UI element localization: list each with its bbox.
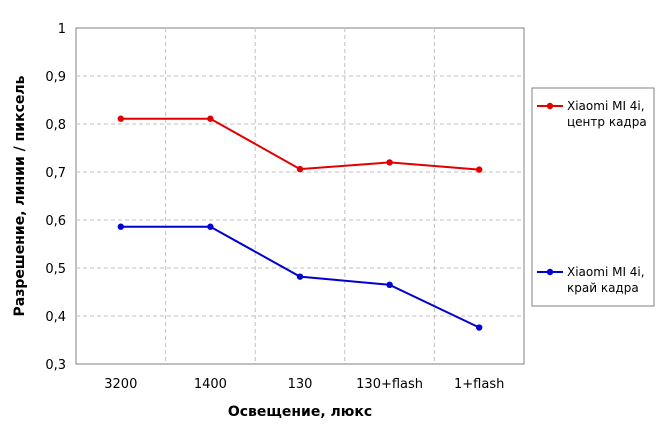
data-point [296, 165, 304, 173]
data-point [207, 223, 214, 230]
legend-label: центр кадра [567, 115, 647, 129]
legend-label: край кадра [567, 281, 639, 295]
y-tick-label: 1 [58, 22, 66, 37]
legend-label: Xiaomi MI 4i, [567, 99, 645, 113]
x-axis-title: Освещение, люкс [228, 404, 372, 420]
legend-marker [546, 102, 554, 110]
data-point [117, 115, 125, 122]
x-tick-label: 130 [288, 377, 313, 392]
data-point [117, 223, 125, 230]
y-axis-title: Разрешение, линии / пиксель [12, 75, 28, 316]
x-tick-labels: 3200 1400 130 130+flash 1+flash [104, 377, 504, 392]
plot-area [75, 27, 525, 365]
y-tick-label: 0,8 [45, 118, 66, 133]
x-tick-label: 130+flash [356, 377, 423, 392]
y-tick-label: 0,4 [45, 310, 66, 325]
x-tick-label: 1+flash [454, 377, 504, 392]
legend-box [531, 87, 655, 307]
series-group [117, 115, 483, 331]
x-tick-label: 1400 [194, 377, 227, 392]
y-tick-label: 0,5 [45, 262, 66, 277]
x-tick-label: 3200 [104, 377, 137, 392]
data-point [476, 166, 483, 173]
y-tick-label: 0,9 [45, 70, 66, 85]
data-point [476, 324, 483, 331]
y-tick-label: 0,6 [45, 214, 66, 229]
y-tick-labels: 0,3 0,4 0,5 0,6 0,7 0,8 0,9 1 [45, 22, 66, 373]
legend-marker [546, 268, 554, 276]
y-tick-label: 0,7 [45, 166, 66, 181]
data-point [386, 159, 393, 166]
y-tick-label: 0,3 [45, 358, 66, 373]
data-point [386, 281, 393, 288]
data-point [207, 115, 214, 122]
data-point [296, 273, 304, 280]
legend: Xiaomi MI 4i, центр кадра Xiaomi MI 4i, кра… [537, 99, 647, 295]
legend-label: Xiaomi MI 4i, [567, 265, 645, 279]
